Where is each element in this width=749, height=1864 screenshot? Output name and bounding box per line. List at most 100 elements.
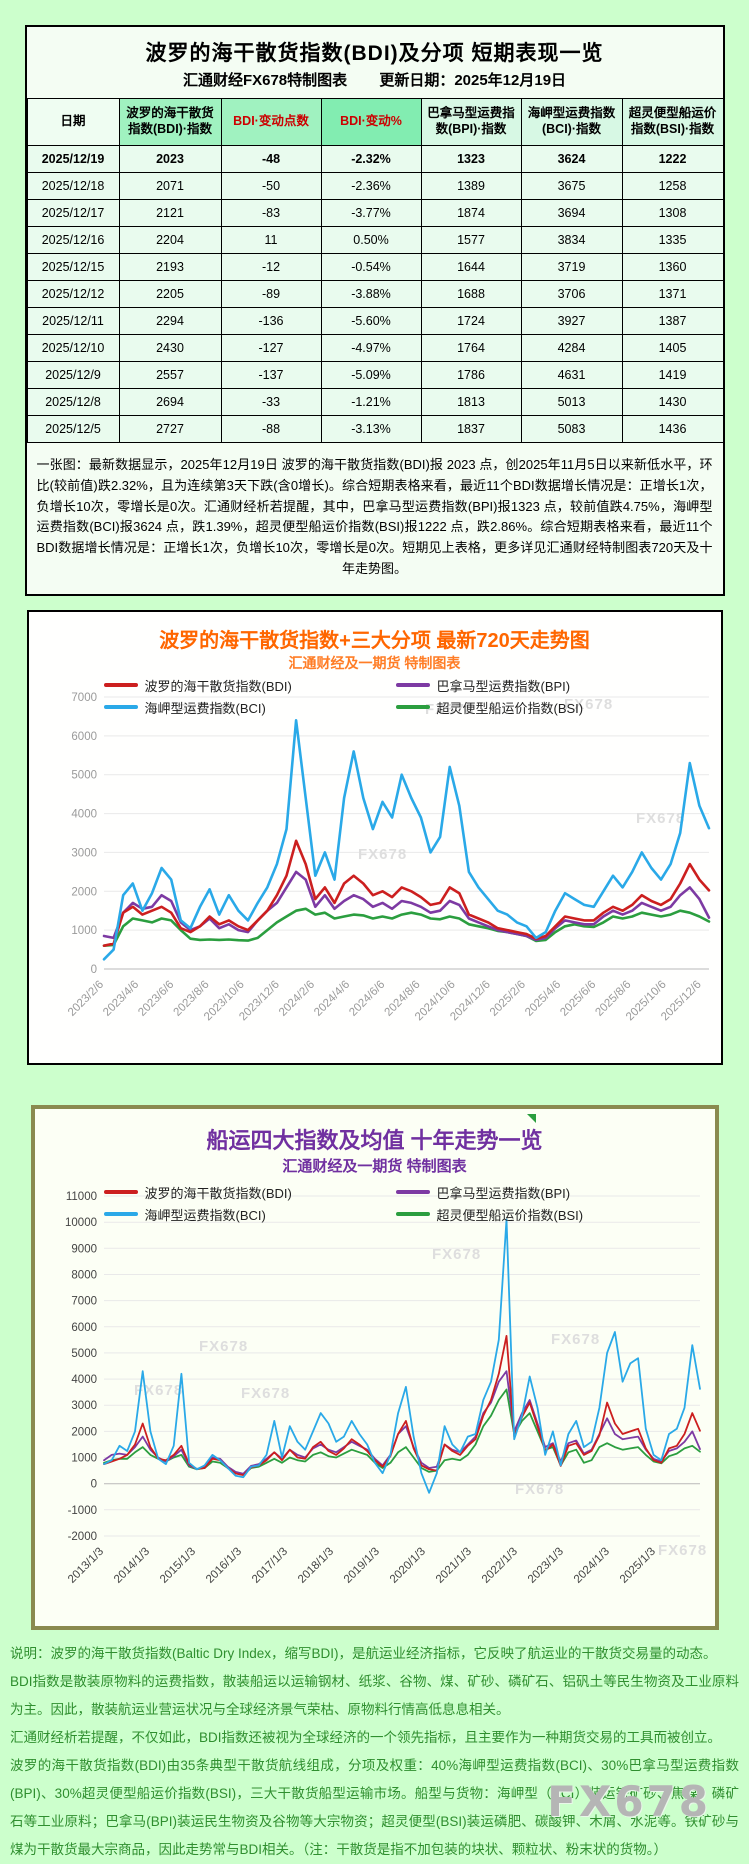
table-cell: 3624: [520, 145, 623, 173]
table-subtitle: 汇通财经FX678特制图表 更新日期：2025年12月19日: [27, 69, 723, 90]
table-cell: 4631: [520, 361, 623, 389]
page: { "page": {"background": "#ccffcc"}, "ta…: [0, 25, 749, 1857]
legend-label: 超灵便型船运价指数(BSI): [436, 700, 584, 716]
table-cell: -48: [220, 145, 322, 173]
footer-paragraph: 汇通财经析若提醒，不仅如此，BDI指数还被视为全球经济的一个领先指标，且主要作为…: [10, 1729, 722, 1745]
x-tick-label: 2022/1/3: [479, 1545, 519, 1585]
x-tick-label: 2014/1/3: [111, 1545, 151, 1585]
table-cell: 4284: [520, 334, 623, 362]
table-cell: 2025/12/16: [26, 226, 120, 254]
table-cell: 2025/12/8: [26, 388, 120, 416]
x-tick-label: 2021/1/3: [433, 1545, 473, 1585]
table-cell: -136: [220, 307, 322, 335]
y-tick-label: 7000: [71, 1295, 97, 1307]
watermark-text: FX678: [564, 696, 613, 713]
column-header: BDI·变动点数: [220, 98, 322, 146]
x-tick-label: 2016/1/3: [203, 1545, 243, 1585]
table-row: 2025/12/11 2294 -136 -5.60% 1724 3927 1387: [26, 307, 724, 335]
x-tick-label: 2013/1/3: [65, 1545, 105, 1585]
table-cell: 2557: [118, 361, 222, 389]
table-cell: -33: [220, 388, 322, 416]
table-cell: 1258: [621, 172, 724, 200]
footer-section: 说明：波罗的海干散货指数(Baltic Dry Index，缩写BDI)，是航运…: [10, 1640, 739, 1864]
table-cell: -89: [220, 280, 322, 308]
x-tick-label: 2024/2/6: [276, 978, 316, 1018]
column-header: 巴拿马型运费指数(BPI)·指数: [420, 98, 522, 146]
table-cell: 2023: [118, 145, 222, 173]
table-cell: 1724: [420, 307, 522, 335]
watermark-text: FX678: [177, 701, 226, 718]
column-header: 日期: [26, 98, 120, 146]
table-cell: 2025/12/11: [26, 307, 120, 335]
y-tick-label: 1000: [71, 1452, 97, 1464]
footer-paragraph: BDI指数是散装原物料的运费指数，散装船运以运输钢材、纸浆、谷物、煤、矿砂、磷矿…: [10, 1673, 739, 1717]
column-header: BDI·变动%: [320, 98, 422, 146]
table-cell: 1222: [621, 145, 724, 173]
watermark-text: FX678: [241, 1385, 290, 1402]
table-title: 波罗的海干散货指数(BDI)及分项 短期表现一览: [145, 42, 604, 65]
chart2-subtitle: 汇通财经及一期货 特制图表: [282, 1157, 467, 1175]
y-tick-label: 6000: [71, 1322, 97, 1334]
table-cell: 3706: [520, 280, 623, 308]
table-cell: 1874: [420, 199, 522, 227]
legend-swatch-bpi-icon: [395, 1190, 430, 1195]
footer-paragraph: 说明：波罗的海干散货指数(Baltic Dry Index，缩写BDI)，是航运…: [10, 1645, 717, 1661]
x-tick-label: 2023/1/3: [525, 1545, 565, 1585]
y-tick-label: 2000: [71, 886, 97, 898]
y-tick-label: 2000: [71, 1426, 97, 1438]
table-cell: 1387: [621, 307, 724, 335]
x-tick-label: 2020/1/3: [387, 1545, 427, 1585]
table-cell: 1308: [621, 199, 724, 227]
table-cell: 2025/12/18: [26, 172, 120, 200]
legend-label: 巴拿马型运费指数(BPI): [436, 1185, 571, 1201]
table-cell: -5.09%: [320, 361, 422, 389]
table-cell: 2025/12/9: [26, 361, 120, 389]
chart1-subtitle: 汇通财经及一期货 特制图表: [288, 654, 461, 671]
short-term-table-box: 波罗的海干散货指数(BDI)及分项 短期表现一览 汇通财经FX678特制图表 更…: [24, 25, 725, 596]
legend-swatch-bci-icon: [103, 1212, 138, 1217]
legend-label: 巴拿马型运费指数(BPI): [436, 678, 571, 694]
table-cell: 2025/12/10: [26, 334, 120, 362]
legend-item: 波罗的海干散货指数(BDI): [103, 676, 354, 695]
y-tick-label: -2000: [67, 1531, 96, 1543]
column-header: 超灵便型船运价指数(BSI)·指数: [621, 98, 724, 146]
series-line-bdi: [102, 839, 710, 947]
table-cell: 2204: [118, 226, 222, 254]
table-note: 一张图：最新数据显示，2025年12月19日 波罗的海干散货指数(BDI)报 2…: [36, 457, 713, 576]
table-cell: 1360: [621, 253, 724, 281]
table-cell: -83: [220, 199, 322, 227]
chart-720day-box: 波罗的海干散货指数+三大分项 最新720天走势图 汇通财经及一期货 特制图表 波…: [26, 609, 723, 1065]
series-line-bsi: [102, 907, 710, 947]
table-row: 2025/12/19 2023 -48 -2.32% 1323 3624 1222: [26, 145, 724, 173]
table-cell: 2294: [118, 307, 222, 335]
table-cell: 2121: [118, 199, 222, 227]
table-cell: 1335: [621, 226, 724, 254]
watermark-text: FX678: [636, 810, 685, 827]
y-tick-label: 0: [90, 964, 96, 976]
table-cell: 1389: [420, 172, 522, 200]
x-tick-label: 2024/4/6: [312, 978, 352, 1018]
table-cell: 3927: [520, 307, 623, 335]
watermark-text: FX678: [199, 1338, 248, 1355]
table-row: 2025/12/10 2430 -127 -4.97% 1764 4284 1405: [26, 334, 724, 362]
table-cell: 3694: [520, 199, 623, 227]
table-cell: 5013: [520, 388, 623, 416]
table-cell: 1419: [621, 361, 724, 389]
table-cell: -88: [220, 415, 322, 443]
legend-label: 超灵便型船运价指数(BSI): [436, 1207, 584, 1223]
source-label: 汇通财经FX678特制图表: [182, 72, 348, 89]
table-cell: 1577: [420, 226, 522, 254]
legend-label: 波罗的海干散货指数(BDI): [144, 1185, 292, 1201]
x-tick-label: 2018/1/3: [295, 1545, 335, 1585]
table-cell: 1436: [621, 415, 724, 443]
series-line-bdi: [102, 1334, 701, 1476]
chart1-title: 波罗的海干散货指数+三大分项 最新720天走势图: [159, 629, 590, 652]
update-date-label: 更新日期：2025年12月19日: [379, 72, 567, 89]
table-cell: 1813: [420, 388, 522, 416]
y-tick-label: 8000: [71, 1269, 97, 1281]
table-cell: 1405: [621, 334, 724, 362]
x-tick-label: 2015/1/3: [157, 1545, 197, 1585]
table-cell: 3834: [520, 226, 623, 254]
table-cell: -0.54%: [320, 253, 422, 281]
chart-10year-box: 船运四大指数及均值 十年走势一览 汇通财经及一期货 特制图表 波罗的海干散货指数…: [30, 1104, 719, 1630]
